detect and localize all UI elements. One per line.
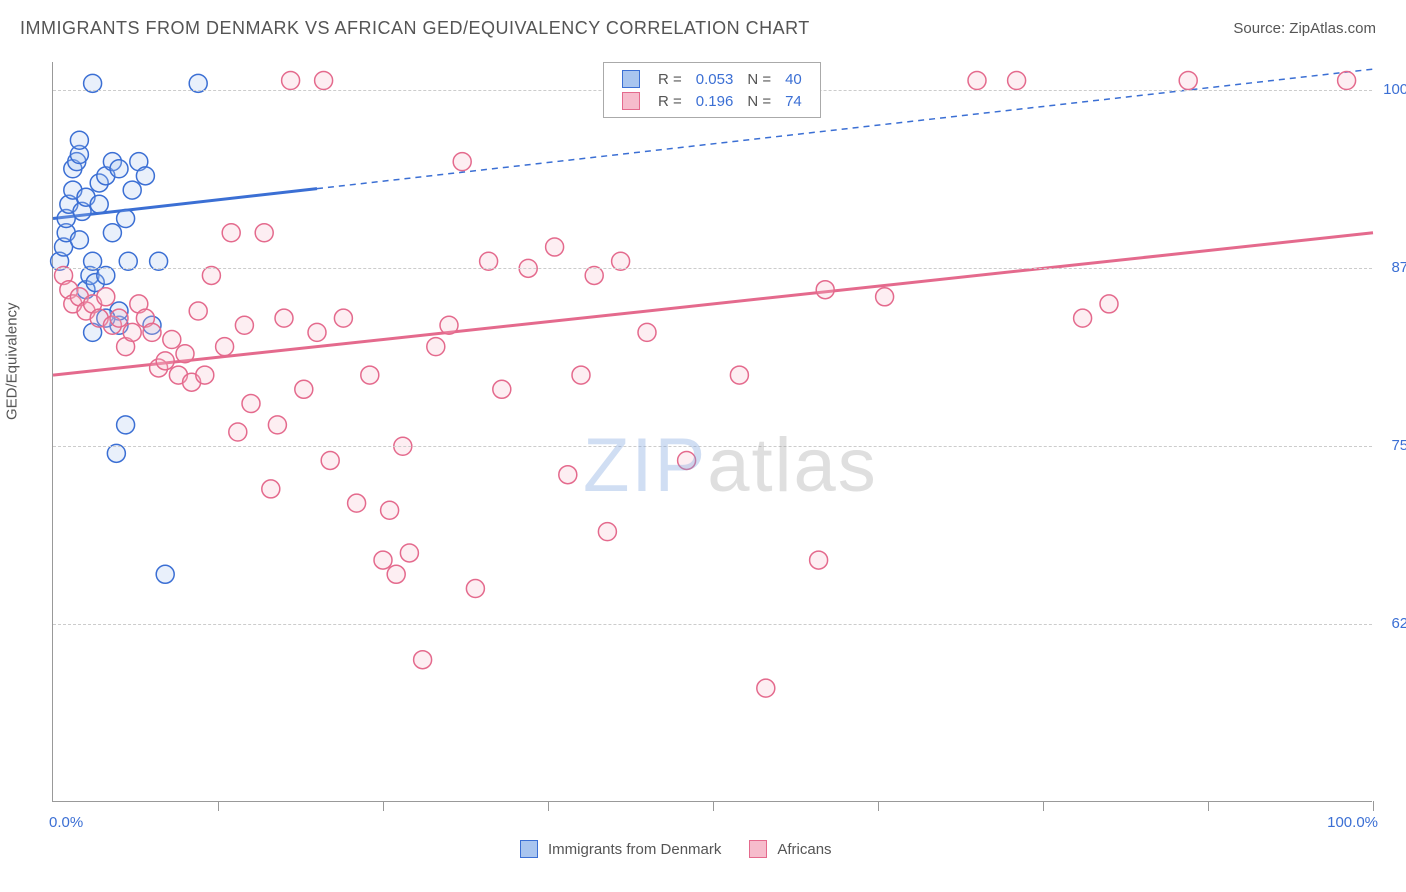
data-point — [876, 288, 894, 306]
x-tick — [1043, 801, 1044, 811]
data-point — [242, 395, 260, 413]
data-point — [757, 679, 775, 697]
legend-label-denmark: Immigrants from Denmark — [548, 841, 721, 858]
x-tick — [383, 801, 384, 811]
y-tick-label: 75.0% — [1391, 437, 1406, 454]
data-point — [196, 366, 214, 384]
data-point — [229, 423, 247, 441]
data-point — [262, 480, 280, 498]
gridline — [53, 624, 1372, 625]
data-point — [374, 551, 392, 569]
data-point — [466, 580, 484, 598]
chart-source: Source: ZipAtlas.com — [1233, 20, 1376, 37]
data-point — [427, 338, 445, 356]
legend-item-denmark: Immigrants from Denmark — [520, 840, 721, 858]
data-point — [156, 352, 174, 370]
data-point — [295, 380, 313, 398]
source-label: Source: — [1233, 20, 1285, 37]
data-point — [176, 345, 194, 363]
data-point — [810, 551, 828, 569]
x-tick — [218, 801, 219, 811]
data-point — [189, 302, 207, 320]
legend-item-africans: Africans — [749, 840, 831, 858]
data-point — [282, 72, 300, 90]
data-point — [361, 366, 379, 384]
data-point — [321, 451, 339, 469]
data-point — [70, 231, 88, 249]
x-tick — [548, 801, 549, 811]
data-point — [414, 651, 432, 669]
y-tick-label: 62.5% — [1391, 615, 1406, 632]
data-point — [90, 195, 108, 213]
x-tick — [1208, 801, 1209, 811]
data-point — [400, 544, 418, 562]
data-point — [315, 72, 333, 90]
data-point — [816, 281, 834, 299]
y-axis-label: GED/Equivalency — [4, 302, 21, 420]
data-point — [123, 181, 141, 199]
gridline — [53, 446, 1372, 447]
data-point — [136, 167, 154, 185]
x-tick — [713, 801, 714, 811]
data-point — [1100, 295, 1118, 313]
data-point — [598, 523, 616, 541]
legend-label-africans: Africans — [777, 841, 831, 858]
data-point — [275, 309, 293, 327]
data-point — [235, 316, 253, 334]
data-point — [110, 309, 128, 327]
data-point — [572, 366, 590, 384]
data-point — [638, 323, 656, 341]
data-point — [255, 224, 273, 242]
x-tick — [1373, 801, 1374, 811]
data-point — [1008, 72, 1026, 90]
data-point — [117, 210, 135, 228]
gridline — [53, 268, 1372, 269]
data-point — [156, 565, 174, 583]
x-tick-label-right: 100.0% — [1327, 814, 1378, 831]
data-point — [493, 380, 511, 398]
data-point — [308, 323, 326, 341]
data-point — [546, 238, 564, 256]
data-point — [440, 316, 458, 334]
y-tick-label: 87.5% — [1391, 259, 1406, 276]
data-point — [1338, 72, 1356, 90]
data-point — [334, 309, 352, 327]
data-point — [117, 416, 135, 434]
data-point — [216, 338, 234, 356]
chart-header: IMMIGRANTS FROM DENMARK VS AFRICAN GED/E… — [0, 0, 1406, 49]
x-tick-label-left: 0.0% — [49, 814, 83, 831]
data-point — [730, 366, 748, 384]
data-point — [123, 323, 141, 341]
data-point — [968, 72, 986, 90]
data-point — [70, 131, 88, 149]
data-point — [381, 501, 399, 519]
data-point — [222, 224, 240, 242]
legend-stats: R =0.053N =40R =0.196N =74 — [603, 62, 821, 118]
data-point — [559, 466, 577, 484]
legend-bottom: Immigrants from Denmark Africans — [520, 840, 832, 858]
chart-title: IMMIGRANTS FROM DENMARK VS AFRICAN GED/E… — [20, 18, 810, 39]
data-point — [678, 451, 696, 469]
trend-line-solid — [53, 233, 1373, 375]
data-point — [163, 331, 181, 349]
data-point — [268, 416, 286, 434]
data-point — [97, 288, 115, 306]
plot-area: 62.5%75.0%87.5%100.0%0.0%100.0%ZIPatlasR… — [52, 62, 1372, 802]
data-point — [143, 323, 161, 341]
legend-swatch-denmark — [520, 840, 538, 858]
legend-swatch-africans — [749, 840, 767, 858]
data-point — [103, 224, 121, 242]
source-value: ZipAtlas.com — [1289, 20, 1376, 37]
chart-svg — [53, 62, 1372, 801]
data-point — [110, 160, 128, 178]
data-point — [453, 153, 471, 171]
trend-line-dashed — [317, 69, 1373, 189]
y-tick-label: 100.0% — [1383, 81, 1406, 98]
data-point — [1074, 309, 1092, 327]
x-tick — [878, 801, 879, 811]
data-point — [387, 565, 405, 583]
data-point — [1179, 72, 1197, 90]
legend-stats-table: R =0.053N =40R =0.196N =74 — [614, 67, 810, 113]
data-point — [348, 494, 366, 512]
